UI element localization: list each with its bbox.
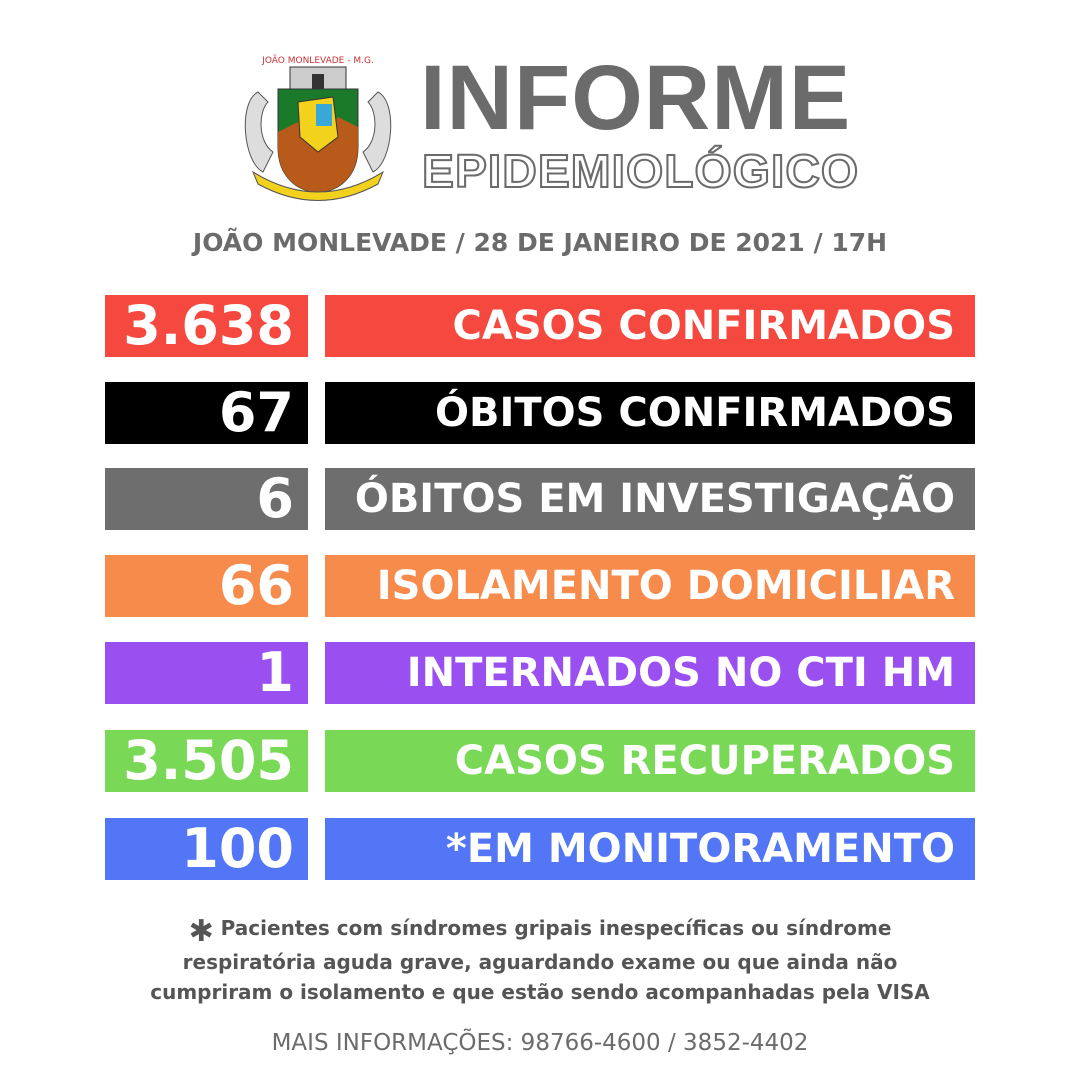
stat-value: 67 bbox=[105, 382, 308, 444]
stat-label: INTERNADOS NO CTI HM bbox=[325, 642, 975, 704]
page-subtitle: EPIDEMIOLÓGICO bbox=[421, 145, 860, 197]
stat-row: 3.638 CASOS CONFIRMADOS bbox=[105, 295, 975, 357]
asterisk-icon: ✱ bbox=[188, 914, 214, 949]
stat-value: 3.638 bbox=[105, 295, 308, 357]
footnote: ✱ Pacientes com síndromes gripais inespe… bbox=[100, 913, 980, 1007]
stat-label: CASOS CONFIRMADOS bbox=[325, 295, 975, 357]
stat-value: 100 bbox=[105, 818, 308, 880]
stat-row: 1 INTERNADOS NO CTI HM bbox=[105, 642, 975, 704]
stat-label: ISOLAMENTO DOMICILIAR bbox=[325, 555, 975, 617]
stat-row: 100 *EM MONITORAMENTO bbox=[105, 818, 975, 880]
stat-row: 66 ISOLAMENTO DOMICILIAR bbox=[105, 555, 975, 617]
stat-row: 67 ÓBITOS CONFIRMADOS bbox=[105, 382, 975, 444]
stat-label: ÓBITOS EM INVESTIGAÇÃO bbox=[325, 468, 975, 530]
stat-value: 66 bbox=[105, 555, 308, 617]
stat-label: ÓBITOS CONFIRMADOS bbox=[325, 382, 975, 444]
footnote-line-2: respiratória aguda grave, aguardando exa… bbox=[182, 950, 898, 974]
stat-value: 3.505 bbox=[105, 730, 308, 792]
dateline: JOÃO MONLEVADE / 28 DE JANEIRO DE 2021 /… bbox=[192, 228, 888, 257]
stat-label: *EM MONITORAMENTO bbox=[325, 818, 975, 880]
stat-row: 3.505 CASOS RECUPERADOS bbox=[105, 730, 975, 792]
stat-label: CASOS RECUPERADOS bbox=[325, 730, 975, 792]
footnote-line-3: cumpriram o isolamento e que estão sendo… bbox=[150, 980, 930, 1004]
logo-text: JOÃO MONLEVADE - M.G. bbox=[261, 55, 374, 66]
stat-value: 6 bbox=[105, 468, 308, 530]
stat-value: 1 bbox=[105, 642, 308, 704]
city-coat-of-arms-logo: JOÃO MONLEVADE - M.G. bbox=[244, 55, 392, 201]
contact-info: MAIS INFORMAÇÕES: 98766-4600 / 3852-4402 bbox=[271, 1030, 809, 1056]
stat-row: 6 ÓBITOS EM INVESTIGAÇÃO bbox=[105, 468, 975, 530]
page-title: INFORME bbox=[420, 47, 852, 149]
footnote-line-1: Pacientes com síndromes gripais inespecí… bbox=[220, 916, 892, 940]
